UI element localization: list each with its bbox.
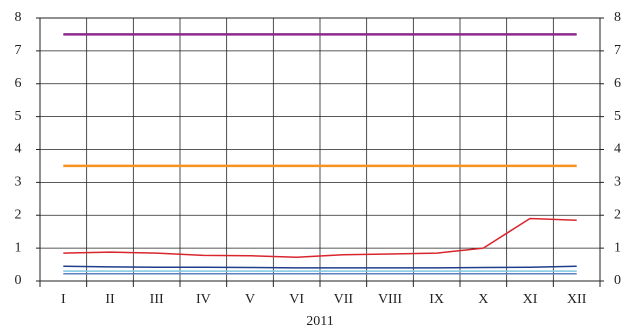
y-tick-label: 3 <box>15 175 22 190</box>
series-line <box>63 265 577 269</box>
x-tick-label: I <box>61 292 66 307</box>
series-line <box>63 217 577 259</box>
y-tick-label: 6 <box>15 76 22 91</box>
y2-tick-label: 7 <box>614 43 621 58</box>
y-tick-label: 4 <box>15 142 22 157</box>
x-tick-label: VIII <box>378 292 402 307</box>
plot-frame <box>39 17 601 282</box>
x-tick-label: VII <box>334 292 354 307</box>
y2-tick-label: 8 <box>614 10 621 25</box>
y2-tick-label: 6 <box>614 76 621 91</box>
x-tick-label: II <box>105 292 115 307</box>
y-tick-label: 5 <box>15 109 22 124</box>
x-tick-label: IX <box>429 292 444 307</box>
x-tick-label: XI <box>523 292 538 307</box>
x-axis-label: 2011 <box>306 314 333 329</box>
x-tick-label: XII <box>567 292 587 307</box>
y2-tick-label: 4 <box>614 142 621 157</box>
y-tick-label: 2 <box>15 207 22 222</box>
y2-tick-label: 2 <box>614 207 621 222</box>
y-tick-label: 7 <box>15 43 22 58</box>
x-tick-label: III <box>150 292 164 307</box>
y-tick-label: 1 <box>15 240 22 255</box>
x-tick-label: IV <box>196 292 211 307</box>
y-tick-label: 0 <box>15 273 22 288</box>
y2-tick-label: 0 <box>614 273 621 288</box>
y2-tick-label: 1 <box>614 240 621 255</box>
y-tick-label: 8 <box>15 10 22 25</box>
x-tick-label: X <box>478 292 488 307</box>
y2-tick-label: 5 <box>614 109 621 124</box>
x-tick-label: V <box>245 292 255 307</box>
x-tick-label: VI <box>289 292 304 307</box>
y2-tick-label: 3 <box>614 175 621 190</box>
